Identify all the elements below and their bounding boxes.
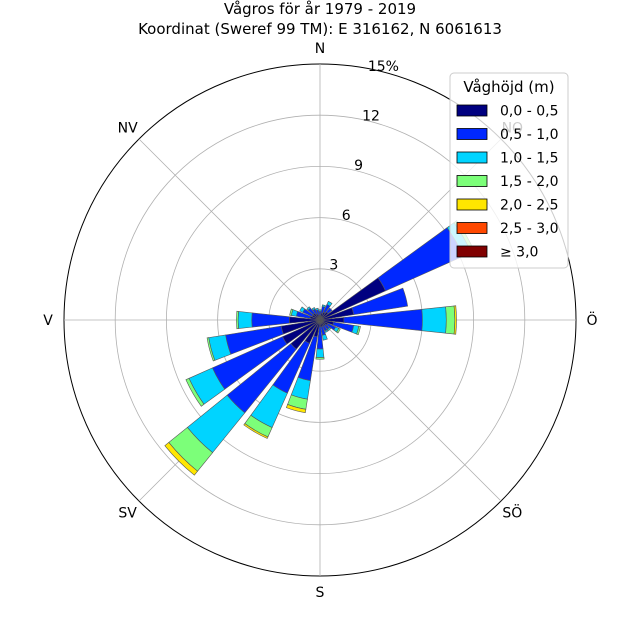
radial-tick-labels: 3 6 9 12 15% xyxy=(329,59,399,274)
direction-label: SÖ xyxy=(502,503,522,521)
rose-bar-segment xyxy=(321,304,326,308)
rose-bar-segment xyxy=(237,311,253,329)
legend-swatch xyxy=(456,128,488,140)
chart-title: Vågros för år 1979 - 2019 xyxy=(224,0,416,18)
rose-bar-segment xyxy=(206,337,216,362)
legend-label: 2,0 - 2,5 xyxy=(500,198,558,214)
legend-swatch xyxy=(456,245,488,258)
rose-bar-segment xyxy=(243,423,269,439)
grid-spoke xyxy=(319,319,502,502)
direction-label: N xyxy=(315,41,325,57)
rose-bar-segment xyxy=(324,329,329,333)
rose-bar-segment xyxy=(315,348,325,358)
legend: Våghöjd (m) 0,0 - 0,5 0,5 - 1,0 1,0 - 1,5 1… xyxy=(449,72,569,269)
chart-subtitle: Koordinat (Sweref 99 TM): E 316162, N 60… xyxy=(138,20,502,38)
legend-label: 0,0 - 0,5 xyxy=(500,104,558,120)
rose-bar-segment xyxy=(306,306,311,311)
grid-spoke xyxy=(138,138,321,321)
polar-grid xyxy=(63,63,577,577)
rose-bar-segment xyxy=(445,305,456,335)
legend-swatch xyxy=(456,222,488,234)
radial-tick-label: 9 xyxy=(354,158,363,174)
rose-bar-segment xyxy=(289,308,294,316)
legend-label: ≥ 3,0 xyxy=(500,245,538,261)
rose-bar-segment xyxy=(315,357,325,360)
legend-swatch xyxy=(456,104,488,117)
rose-bar-segment xyxy=(185,377,205,407)
legend-label: 1,5 - 2,0 xyxy=(500,174,558,190)
direction-label: NV xyxy=(118,121,138,137)
rose-bar-segment xyxy=(322,333,328,341)
legend-swatch xyxy=(456,151,488,164)
rose-bars xyxy=(164,220,475,476)
rose-bar-segment xyxy=(164,442,198,476)
rose-bar-segment xyxy=(327,327,332,332)
rose-bar-segment xyxy=(251,312,290,328)
rose-bar-segment xyxy=(315,307,319,311)
radial-tick-label: 12 xyxy=(362,108,380,124)
rose-bar-segment xyxy=(326,307,333,314)
rose-bar-segment xyxy=(236,310,239,330)
direction-label: V xyxy=(43,313,53,329)
rose-bar-segment xyxy=(285,404,307,414)
legend-frame xyxy=(449,72,569,269)
legend-label: 0,5 - 1,0 xyxy=(500,127,558,143)
legend-label: 2,5 - 3,0 xyxy=(500,221,558,237)
rose-bar-segment xyxy=(421,306,447,334)
direction-label: S xyxy=(316,585,325,601)
rose-bar-segment xyxy=(311,307,316,311)
radial-tick-label: 15% xyxy=(368,59,399,75)
direction-label: Ö xyxy=(586,311,597,329)
legend-items: 0,0 - 0,5 0,5 - 1,0 1,0 - 1,5 1,5 - 2,0 2,0 … xyxy=(456,104,558,261)
rose-bar-segment xyxy=(318,309,322,312)
rose-bar-segment xyxy=(336,327,341,334)
rose-bar-segment xyxy=(299,306,306,313)
radial-tick-label: 3 xyxy=(329,257,338,273)
rose-bar-segment xyxy=(326,300,333,307)
rose-bar-segment xyxy=(351,287,408,316)
legend-swatch xyxy=(456,198,488,211)
rose-bar-segment xyxy=(453,305,457,335)
legend-label: 1,0 - 1,5 xyxy=(500,151,558,167)
direction-label: SV xyxy=(118,505,137,521)
legend-title: Våghöjd (m) xyxy=(463,78,554,96)
radial-tick-label: 6 xyxy=(342,208,351,224)
legend-swatch xyxy=(456,175,488,187)
rose-bar-segment xyxy=(356,325,361,336)
